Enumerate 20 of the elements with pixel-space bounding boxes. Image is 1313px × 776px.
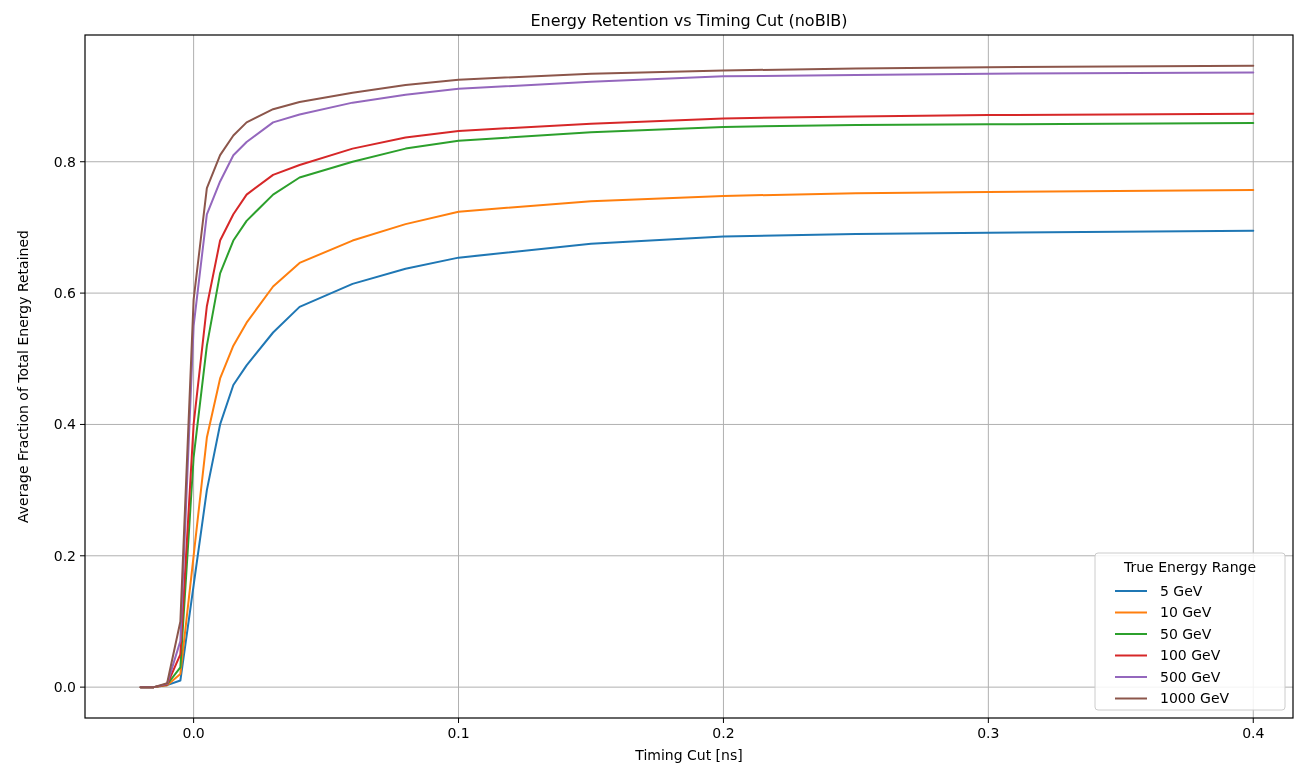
y-tick-label: 0.8 <box>53 153 76 170</box>
legend-label: 500 GeV <box>1160 668 1221 685</box>
legend-title: True Energy Range <box>1122 559 1257 575</box>
legend-label: 10 GeV <box>1160 604 1212 621</box>
y-tick-label: 0.2 <box>53 547 76 564</box>
x-tick-label: 0.3 <box>977 725 1000 741</box>
x-tick-label: 0.4 <box>1242 725 1265 741</box>
legend-label: 100 GeV <box>1160 647 1221 664</box>
y-tick-label: 0.4 <box>53 416 77 433</box>
y-tick-label: 0.0 <box>53 679 76 696</box>
y-axis-title: Average Fraction of Total Energy Retained <box>15 230 31 523</box>
x-tick-label: 0.2 <box>712 725 735 741</box>
x-tick-label: 0.1 <box>447 725 470 741</box>
chart-title: Energy Retention vs Timing Cut (noBIB) <box>530 11 848 30</box>
legend-label: 5 GeV <box>1160 582 1203 599</box>
y-tick-label: 0.6 <box>53 285 77 301</box>
legend-label: 50 GeV <box>1160 625 1212 642</box>
legend-label: 1000 GeV <box>1160 690 1230 707</box>
x-axis-title: Timing Cut [ns] <box>634 747 743 763</box>
x-tick-label: 0.0 <box>182 725 205 741</box>
